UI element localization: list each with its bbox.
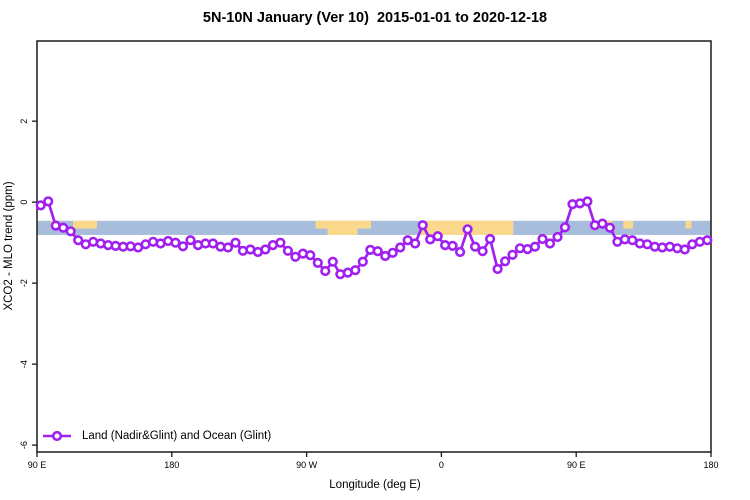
legend-label: Land (Nadir&Glint) and Ocean (Glint) (82, 430, 272, 442)
x-tick-label: 90 E (567, 460, 586, 470)
data-point-marker (702, 235, 713, 246)
data-point-marker (597, 218, 608, 229)
data-point-marker (455, 246, 466, 258)
series-line (39, 200, 709, 276)
chart-title: 5N-10N January (Ver 10) 2015-01-01 to 20… (202, 10, 548, 26)
data-point-marker (387, 247, 398, 258)
y-tick-label: -4 (19, 360, 29, 368)
y-tick-label: 0 (19, 200, 29, 205)
data-point-marker (230, 237, 241, 248)
data-point-marker (327, 256, 338, 267)
y-axis-label: XCO2 - MLO trend (ppm) (3, 181, 15, 311)
data-point-marker (410, 238, 421, 249)
data-point-marker (350, 265, 361, 276)
data-point-marker (477, 246, 488, 257)
series-land-nadir-glint-and-ocean-glint- (35, 196, 713, 280)
data-point-marker (170, 237, 181, 248)
data-point-marker (43, 196, 54, 207)
data-point-marker (222, 242, 234, 253)
data-point-marker (679, 244, 690, 255)
data-point-marker (305, 250, 316, 261)
land-patch (72, 220, 97, 229)
y-tick-label: 2 (19, 119, 29, 124)
data-point-marker (320, 265, 331, 277)
x-tick-label: 0 (439, 460, 444, 470)
data-point-marker (58, 222, 69, 233)
x-tick-label: 180 (703, 460, 718, 470)
land-patch (315, 220, 328, 229)
x-axis: 90 E 180 90 W 0 90 E 180 (28, 452, 719, 470)
data-point-marker (73, 235, 84, 246)
data-point-marker (604, 222, 616, 233)
y-tick-label: -6 (19, 441, 29, 449)
legend-marker-icon (43, 430, 71, 442)
data-point-marker (357, 256, 368, 267)
land-patch (623, 220, 634, 229)
data-point-marker (185, 235, 196, 246)
data-point-marker (492, 263, 503, 275)
data-point-marker (529, 241, 541, 252)
data-point-marker (447, 240, 458, 251)
data-point-marker (65, 226, 76, 237)
data-point-marker (260, 244, 271, 255)
plot-border (36, 40, 712, 453)
data-point-marker (177, 241, 189, 252)
land-patch (327, 220, 358, 235)
land-patch (357, 220, 372, 229)
x-axis-label: Longitude (deg E) (329, 479, 421, 491)
data-point-marker (312, 257, 323, 269)
data-point-marker (462, 224, 473, 235)
data-point-marker (559, 222, 571, 233)
y-axis: 2 0 -2 -4 -6 (19, 119, 37, 449)
data-point-marker (544, 238, 556, 249)
data-point-marker (552, 231, 563, 243)
data-point-marker (485, 233, 496, 245)
data-point-marker (582, 196, 593, 207)
data-point-marker (275, 237, 286, 248)
x-tick-label: 90 W (296, 460, 318, 470)
land-patch (685, 220, 692, 229)
data-point-marker (35, 200, 46, 211)
data-point-marker (395, 242, 406, 253)
x-tick-label: 180 (164, 460, 179, 470)
data-point-marker (537, 233, 548, 245)
data-point-marker (470, 241, 481, 252)
data-point-marker (507, 249, 518, 260)
data-point-marker (282, 245, 294, 256)
legend: Land (Nadir&Glint) and Ocean (Glint) (42, 429, 271, 443)
y-tick-label: -2 (19, 279, 29, 287)
data-point-marker (500, 256, 511, 267)
data-point-marker (372, 246, 383, 257)
data-point-marker (417, 220, 428, 231)
data-point-marker (432, 231, 443, 242)
x-tick-label: 90 E (28, 460, 47, 470)
